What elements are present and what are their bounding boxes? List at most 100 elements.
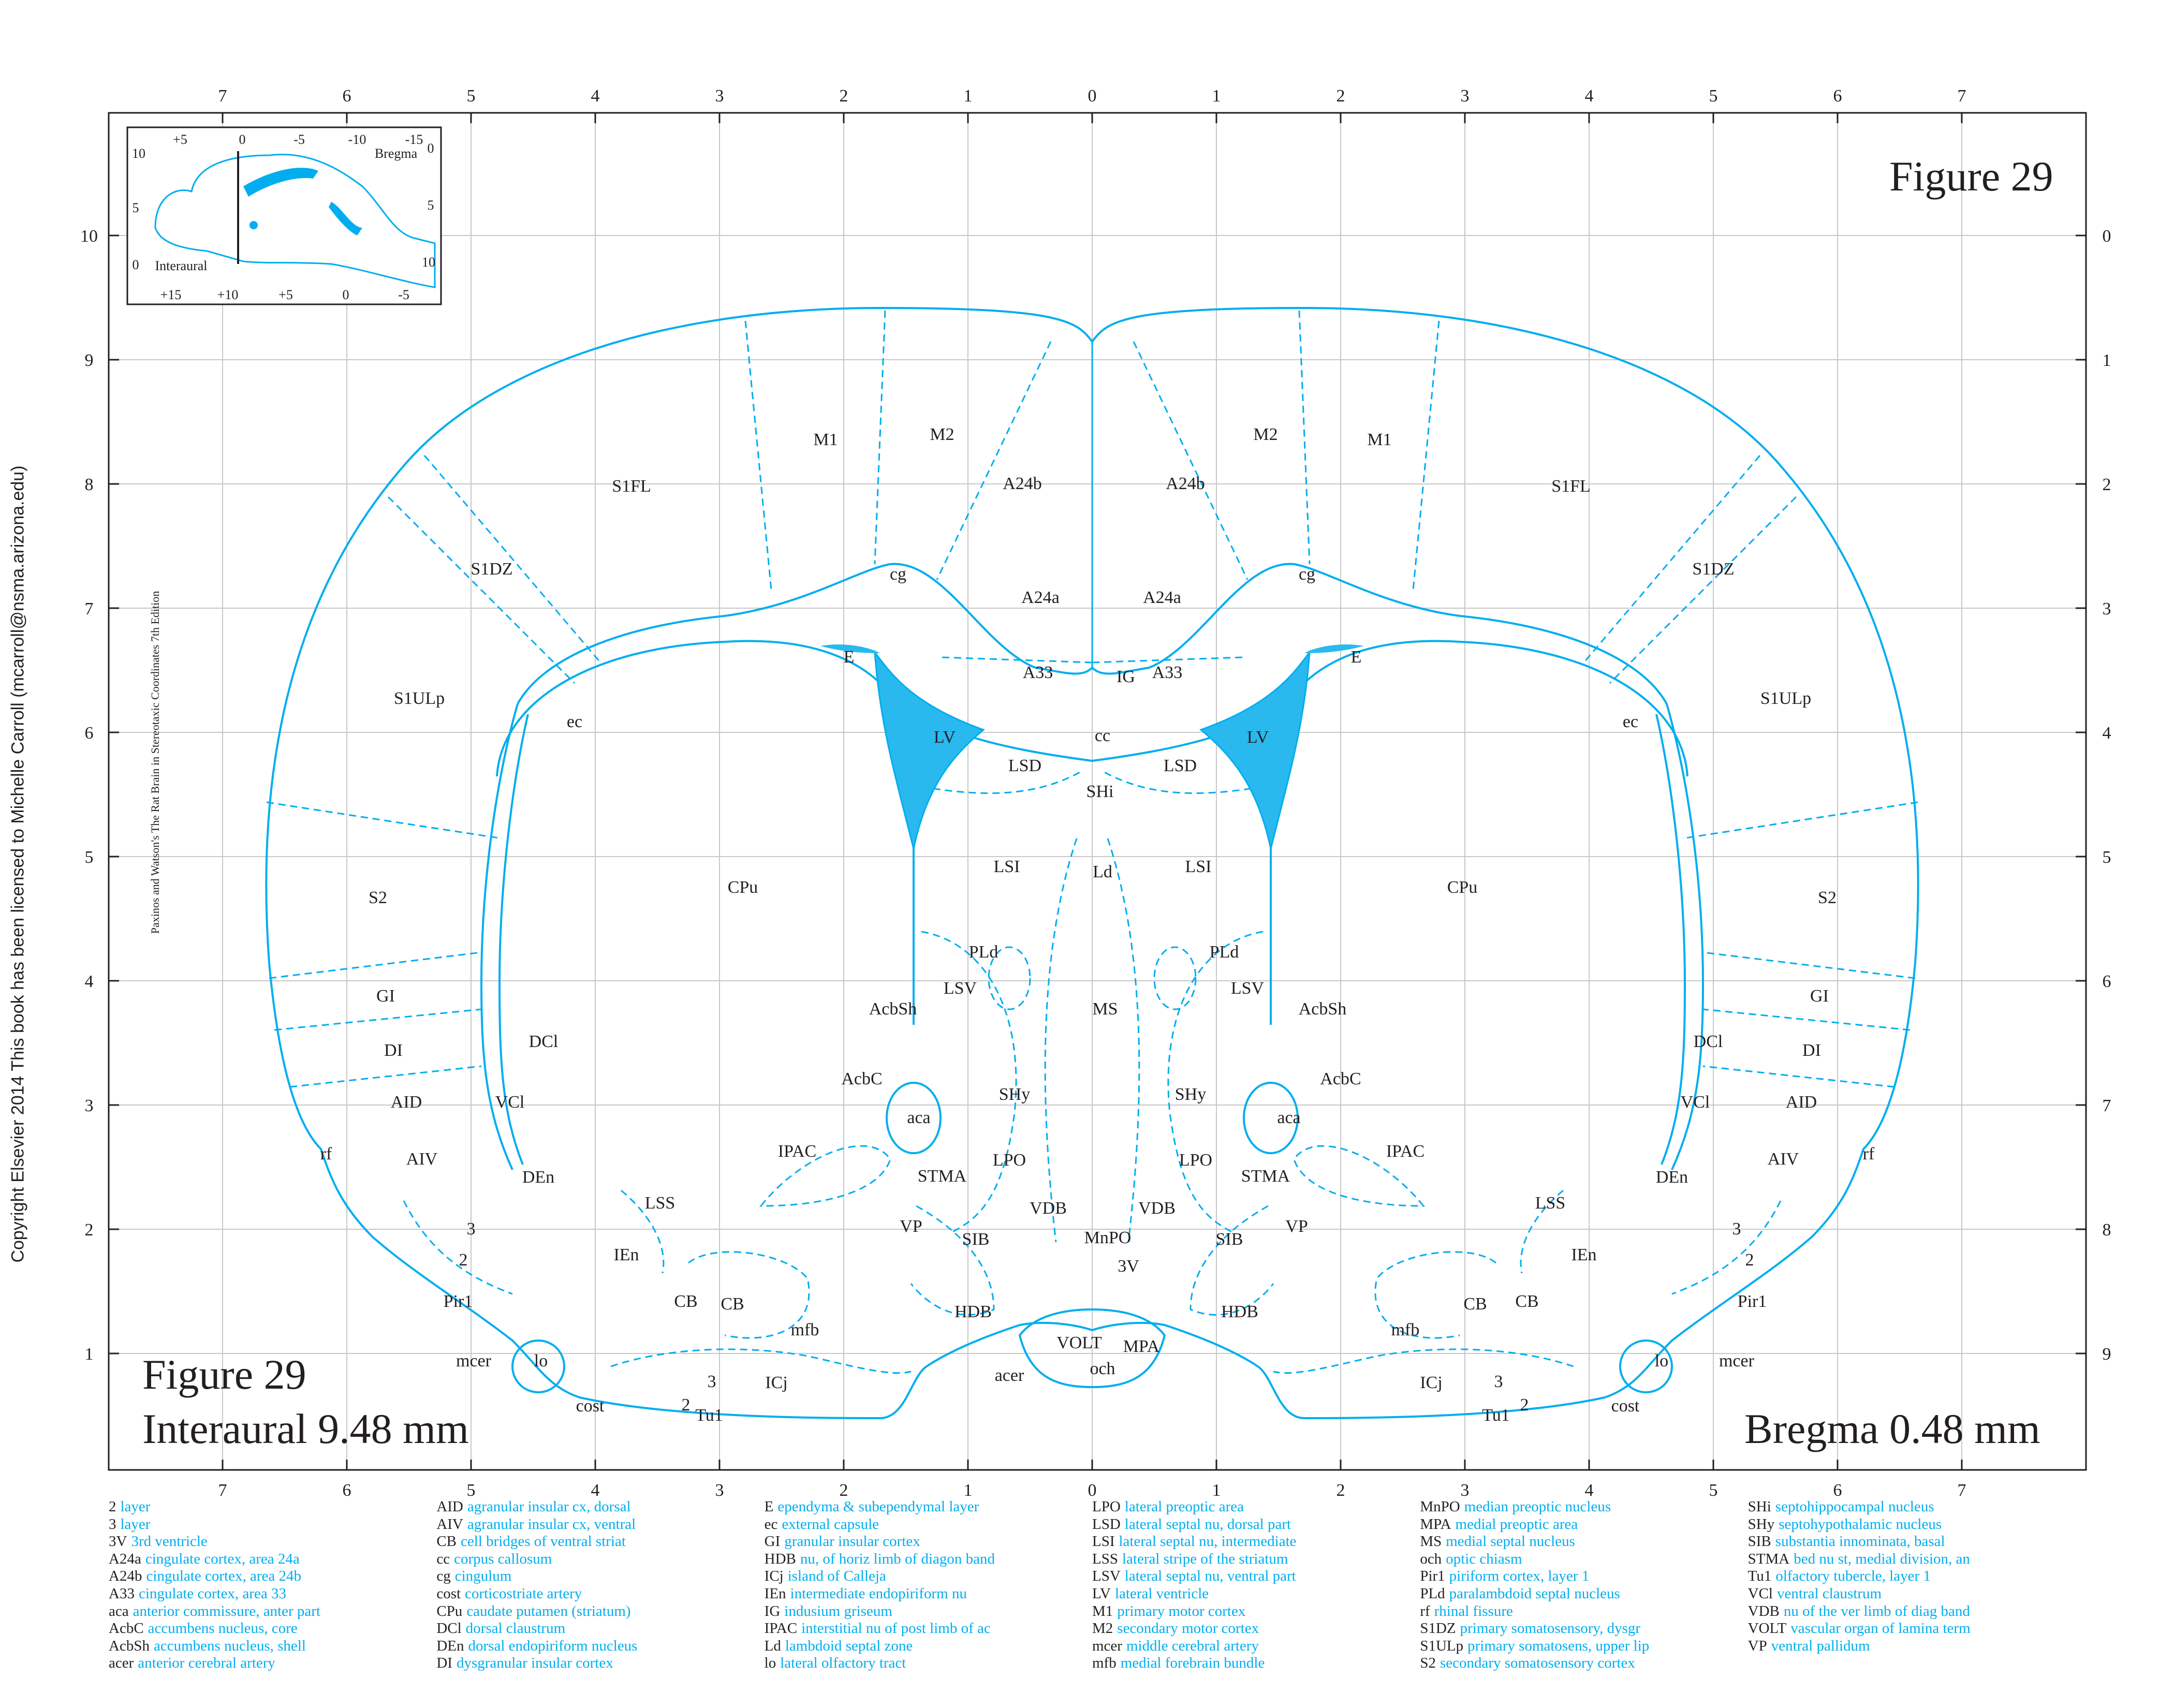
y-tick-label-right: 9 <box>2103 1345 2111 1364</box>
region-label: acer <box>995 1366 1024 1385</box>
legend-entry: LSS lateral stripe of the striatum <box>1092 1551 1420 1568</box>
legend-entry: M1 primary motor cortex <box>1092 1603 1420 1621</box>
legend-abbreviation: SHy <box>1747 1515 1775 1533</box>
legend-entry: DCl dorsal claustrum <box>436 1620 764 1638</box>
legend-abbreviation: 2 <box>109 1498 116 1515</box>
legend-entry: DEn dorsal endopiriform nucleus <box>436 1638 764 1655</box>
legend-abbreviation: aca <box>109 1602 129 1619</box>
region-label: cg <box>890 565 906 584</box>
legend-entry: STMA bed nu st, medial division, an <box>1748 1551 2076 1568</box>
region-label: AcbSh <box>1299 999 1347 1019</box>
legend-entry: AIV agranular insular cx, ventral <box>436 1516 764 1534</box>
region-label: M1 <box>813 430 838 449</box>
legend-entry: aca anterior commissure, anter part <box>109 1603 436 1621</box>
x-tick-label-top: 4 <box>591 86 600 106</box>
region-label: 3V <box>1118 1257 1139 1276</box>
region-label: SIB <box>962 1230 990 1249</box>
y-tick-label-left: 9 <box>85 351 94 370</box>
bregma-label: Bregma 0.48 mm <box>1744 1405 2040 1452</box>
region-label: VDB <box>1138 1199 1176 1218</box>
legend-abbreviation: VCl <box>1747 1585 1773 1602</box>
legend-description: lateral olfactory tract <box>780 1655 906 1672</box>
legend-entry: rf rhinal fissure <box>1420 1603 1747 1621</box>
region-label: cost <box>1611 1396 1640 1416</box>
region-label: GI <box>1810 986 1829 1006</box>
legend-entry: cg cingulum <box>436 1568 764 1585</box>
figure-title-top: Figure 29 <box>1889 153 2053 200</box>
legend-entry: A24b cingulate cortex, area 24b <box>109 1568 436 1585</box>
region-label: IEn <box>1571 1245 1596 1264</box>
region-label: PLd <box>1210 943 1239 962</box>
x-tick-label-top: 6 <box>1833 86 1842 106</box>
legend-abbreviation: M2 <box>1092 1620 1113 1637</box>
inset-left-tick: 5 <box>133 200 139 215</box>
x-tick-label-top: 5 <box>1709 86 1718 106</box>
legend-entry: acer anterior cerebral artery <box>109 1655 436 1672</box>
legend-entry: 3V 3rd ventricle <box>109 1533 436 1551</box>
legend-description: nu of the ver limb of diag band <box>1783 1602 1970 1619</box>
legend-description: rhinal fissure <box>1434 1602 1513 1619</box>
x-tick-label-bottom: 5 <box>1709 1481 1718 1500</box>
legend-abbreviation: IEn <box>764 1585 786 1602</box>
region-label: cg <box>1299 565 1315 584</box>
legend-description: nu, of horiz limb of diagon band <box>800 1550 995 1567</box>
legend-entry: 3 layer <box>109 1516 436 1534</box>
region-label: Pir1 <box>444 1292 473 1311</box>
region-label: LSD <box>1008 756 1041 775</box>
x-tick-label-bottom: 3 <box>1461 1481 1470 1500</box>
legend-description: agranular insular cx, ventral <box>467 1515 636 1533</box>
region-label: cc <box>1095 726 1110 745</box>
region-label: lo <box>1655 1351 1668 1371</box>
lo-right-outline <box>1619 1339 1673 1393</box>
region-label: LPO <box>993 1151 1026 1170</box>
legend-description: lambdoid septal zone <box>785 1637 913 1654</box>
legend-entry: MS medial septal nucleus <box>1420 1533 1747 1551</box>
inset-bottom-tick: +5 <box>278 287 293 302</box>
legend-abbreviation: ICj <box>764 1568 784 1585</box>
region-label: A24a <box>1143 588 1181 607</box>
ependyma-left <box>820 644 880 653</box>
region-label: SHy <box>999 1085 1030 1104</box>
legend-abbreviation: VP <box>1747 1637 1767 1654</box>
region-label: A33 <box>1152 663 1183 682</box>
region-label: S1ULp <box>1760 689 1811 708</box>
legend-column: AID agranular insular cx, dorsal AIV agranu… <box>436 1498 764 1672</box>
legend-abbreviation: A24a <box>109 1550 141 1567</box>
legend-entry: LSI lateral septal nu, intermediate <box>1092 1533 1420 1551</box>
legend-description: cingulate cortex, area 33 <box>138 1585 286 1602</box>
inset-ventricle-shape <box>243 168 318 197</box>
legend-abbreviation: SIB <box>1747 1533 1771 1550</box>
ependyma-right <box>1304 644 1364 653</box>
legend-column: 2 layer 3 layer 3V 3rd ventricle A24a cingulate… <box>109 1498 436 1672</box>
legend-abbreviation: MPA <box>1420 1515 1451 1533</box>
legend-abbreviation: LV <box>1092 1585 1111 1602</box>
legend-abbreviation: DI <box>436 1655 452 1672</box>
legend-abbreviation: CPu <box>436 1602 463 1619</box>
legend-description: dorsal claustrum <box>465 1620 566 1637</box>
legend-abbreviation: IPAC <box>764 1620 798 1637</box>
region-label: lo <box>534 1351 548 1371</box>
region-label: mcer <box>1719 1351 1755 1371</box>
legend-description: ependyma & subependymal layer <box>777 1498 979 1515</box>
region-label: LSS <box>1535 1194 1566 1213</box>
y-tick-label-right: 2 <box>2103 475 2111 494</box>
region-label: 3 <box>1494 1372 1503 1391</box>
region-label: STMA <box>1241 1167 1290 1186</box>
region-label: CB <box>721 1294 744 1314</box>
legend-abbreviation: och <box>1420 1550 1442 1567</box>
region-label: 2 <box>459 1250 468 1270</box>
coronal-section <box>265 306 1919 1420</box>
legend-description: indusium griseum <box>784 1602 892 1619</box>
y-tick-label-right: 1 <box>2103 351 2111 370</box>
region-label: LV <box>934 728 956 747</box>
region-label: cost <box>576 1396 605 1416</box>
legend-description: piriform cortex, layer 1 <box>1449 1568 1590 1585</box>
region-label: A33 <box>1023 663 1053 682</box>
legend-entry: HDB nu, of horiz limb of diagon band <box>765 1551 1092 1568</box>
region-label: E <box>844 647 855 667</box>
y-tick-label-left: 4 <box>85 972 94 991</box>
region-label: LSS <box>645 1194 675 1213</box>
legend-description: secondary motor cortex <box>1117 1620 1259 1637</box>
legend-description: interstitial nu of post limb of ac <box>801 1620 991 1637</box>
